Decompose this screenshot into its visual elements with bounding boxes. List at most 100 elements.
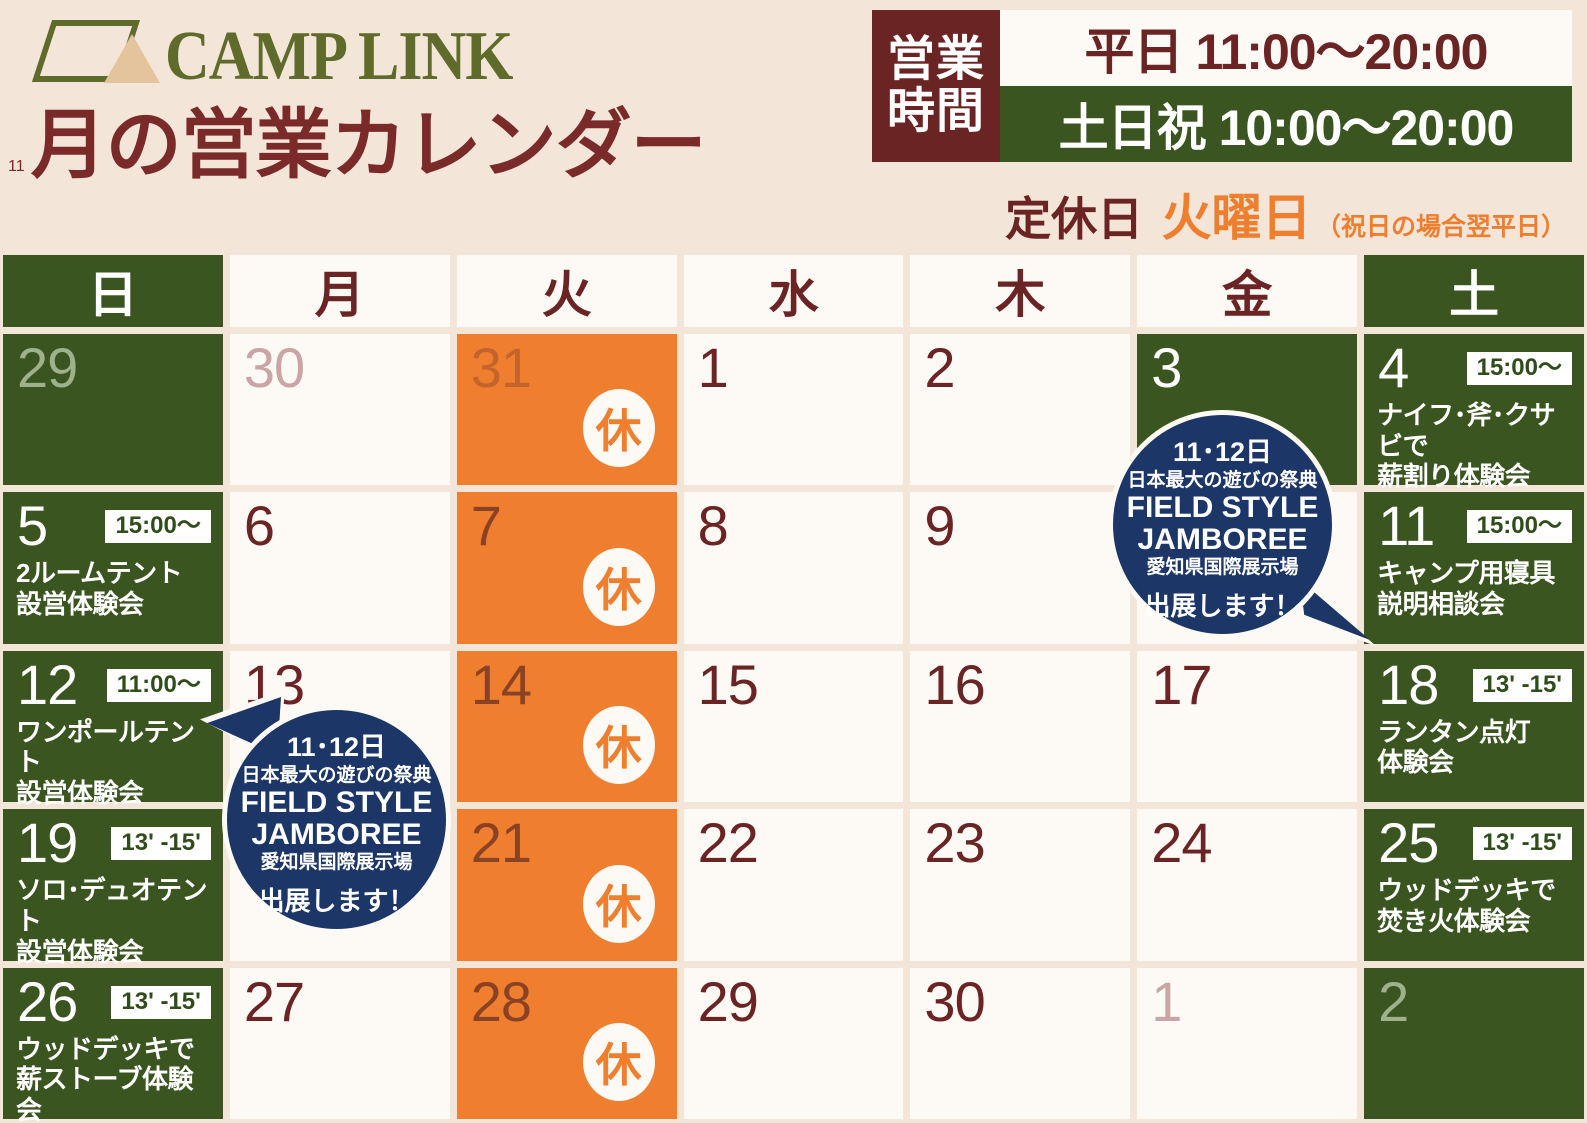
calendar-cell-9[interactable]: 9 bbox=[910, 492, 1131, 644]
event-title-line: ナイフ･斧･クサビで bbox=[1377, 400, 1556, 461]
day-number: 3 bbox=[1151, 336, 1182, 399]
dow-header-thu: 木 bbox=[910, 255, 1131, 327]
calendar-cell-14[interactable]: 14 休 bbox=[456, 650, 677, 803]
calendar-cell-15[interactable]: 15 bbox=[683, 650, 904, 803]
event-title: ワンポールテント 設営体験会 bbox=[16, 717, 217, 809]
jamboree-subtitle: 日本最大の遊びの祭典 bbox=[1127, 470, 1318, 492]
business-hours-label-line2: 時間 bbox=[886, 85, 985, 138]
event-title-line: 説明相談会 bbox=[1377, 589, 1505, 620]
page-title-month: 11 bbox=[8, 158, 25, 175]
day-number: 14 bbox=[470, 652, 532, 716]
calendar-cell-19[interactable]: 19 13' -15' ソロ･デュオテント 設営体験会 bbox=[3, 809, 223, 967]
calendar-cell-30[interactable]: 30 bbox=[229, 334, 450, 486]
day-number: 12 bbox=[17, 652, 78, 716]
regular-closing-day-row: 定休日 火曜日 （祝日の場合翌平日） bbox=[872, 178, 1572, 250]
event-title-line: 薪割り体験会 bbox=[1377, 461, 1531, 492]
calendar-grid: 日月火水木金土 29 30 31 休 1 2 3 4 15:00〜 ナイフ･斧･クサビで 薪割り体験会… bbox=[0, 255, 1587, 1123]
calendar-cell-23[interactable]: 23 bbox=[910, 809, 1131, 961]
dow-header-wed: 水 bbox=[683, 255, 904, 327]
calendar-cell-18[interactable]: 18 13' -15' ランタン点灯 体験会 bbox=[1364, 650, 1584, 803]
calendar-cell-1[interactable]: 1 bbox=[1137, 967, 1358, 1119]
jamboree-badge-1[interactable]: 11･12日 日本最大の遊びの祭典 FIELD STYLE JAMBOREE 愛… bbox=[1108, 410, 1337, 639]
dow-header-sun: 日 bbox=[3, 255, 223, 327]
event-title: ウッドデッキで 焚き火体験会 bbox=[1377, 875, 1578, 936]
calendar-cell-2[interactable]: 2 bbox=[1364, 967, 1584, 1119]
calendar-cell-12[interactable]: 12 11:00〜ワンポールテント 設営体験会 bbox=[3, 650, 223, 808]
page-header: CAMP LINK 11 月の営業カレンダー 営業 時間 平日 11:00〜20… bbox=[0, 0, 1587, 255]
calendar-cell-4[interactable]: 4 15:00〜 ナイフ･斧･クサビで 薪割り体験会 bbox=[1364, 334, 1584, 491]
day-number: 2 bbox=[1378, 969, 1409, 1033]
calendar-cell-17[interactable]: 17 bbox=[1137, 650, 1358, 803]
calendar-cell-2[interactable]: 2 bbox=[910, 334, 1131, 486]
calendar-cell-27[interactable]: 27 bbox=[229, 967, 450, 1119]
day-number: 23 bbox=[924, 811, 985, 875]
business-hours-label: 営業 時間 bbox=[872, 10, 1000, 162]
jamboree-cta: 出展します！ bbox=[258, 885, 415, 916]
event-time-badge: 11:00〜 bbox=[106, 668, 211, 702]
event-title-line: 薪ストーブ体験会 bbox=[16, 1064, 193, 1123]
day-number: 30 bbox=[243, 336, 305, 399]
day-number: 8 bbox=[697, 494, 729, 558]
event-time-badge: 13' -15' bbox=[1472, 668, 1572, 702]
event-time-badge: 15:00〜 bbox=[105, 510, 211, 544]
calendar-cell-24[interactable]: 24 bbox=[1137, 809, 1358, 961]
jamboree-date: 11･12日 bbox=[1172, 437, 1273, 468]
day-number: 29 bbox=[697, 969, 759, 1033]
calendar-cell-21[interactable]: 21 休 bbox=[456, 809, 677, 961]
day-number: 26 bbox=[17, 969, 78, 1033]
event-title: ウッドデッキで 薪ストーブ体験会 bbox=[16, 1034, 217, 1123]
event-title-line: 設営体験会 bbox=[16, 589, 144, 620]
day-number: 22 bbox=[697, 811, 759, 875]
day-number: 29 bbox=[17, 336, 78, 399]
day-number: 11 bbox=[1378, 494, 1435, 558]
day-number: 4 bbox=[1378, 336, 1409, 399]
jamboree-date: 11･12日 bbox=[286, 732, 387, 763]
day-number: 1 bbox=[697, 336, 729, 399]
closed-day-marker: 休 bbox=[582, 1022, 655, 1101]
page-title: 11 月の営業カレンダー bbox=[8, 103, 707, 188]
event-title-line: キャンプ用寝具 bbox=[1377, 558, 1555, 589]
page-title-rest: 月の営業カレンダー bbox=[30, 103, 707, 188]
day-number: 31 bbox=[470, 336, 532, 399]
business-hours-label-line1: 営業 bbox=[886, 33, 985, 87]
calendar-cell-25[interactable]: 25 13' -15' ウッドデッキで 焚き火体験会 bbox=[1364, 809, 1584, 961]
calendar-cell-28[interactable]: 28 休 bbox=[456, 967, 677, 1119]
closing-day-label: 定休日 bbox=[1005, 193, 1144, 245]
calendar-cell-8[interactable]: 8 bbox=[683, 492, 904, 644]
business-hours-values: 平日 11:00〜20:00 土日祝 10:00〜20:00 bbox=[1000, 10, 1572, 162]
calendar-cell-1[interactable]: 1 bbox=[683, 334, 904, 486]
business-hours-block: 営業 時間 平日 11:00〜20:00 土日祝 10:00〜20:00 定休日… bbox=[872, 10, 1572, 250]
event-title-line: 体験会 bbox=[1377, 747, 1454, 778]
event-title: ソロ･デュオテント 設営体験会 bbox=[16, 875, 217, 967]
calendar-cell-29[interactable]: 29 bbox=[3, 334, 223, 486]
tent-logo-icon bbox=[31, 20, 160, 83]
day-number: 19 bbox=[17, 811, 78, 875]
hours-weekend: 土日祝 10:00〜20:00 bbox=[1000, 86, 1572, 162]
event-title: キャンプ用寝具 説明相談会 bbox=[1377, 558, 1578, 619]
event-title: ナイフ･斧･クサビで 薪割り体験会 bbox=[1377, 400, 1578, 492]
calendar-cell-11[interactable]: 11 15:00〜 キャンプ用寝具 説明相談会 bbox=[1364, 492, 1584, 644]
closed-day-marker: 休 bbox=[582, 864, 655, 943]
event-title-line: ワンポールテント bbox=[16, 716, 195, 778]
calendar-cell-5[interactable]: 5 15:00〜 2ルームテント 設営体験会 bbox=[3, 492, 223, 644]
day-number: 15 bbox=[697, 652, 759, 716]
jamboree-title-line1: FIELD STYLE bbox=[1126, 491, 1319, 525]
calendar-cell-30[interactable]: 30 bbox=[910, 967, 1131, 1119]
jamboree-badge-2[interactable]: 11･12日 日本最大の遊びの祭典 FIELD STYLE JAMBOREE 愛… bbox=[222, 705, 451, 934]
jamboree-subtitle: 日本最大の遊びの祭典 bbox=[241, 765, 432, 787]
calendar-cell-31[interactable]: 31 休 bbox=[456, 334, 677, 486]
calendar-cell-16[interactable]: 16 bbox=[910, 650, 1131, 803]
dow-header-fri: 金 bbox=[1137, 255, 1358, 327]
day-number: 16 bbox=[924, 652, 985, 716]
calendar-cell-6[interactable]: 6 bbox=[229, 492, 450, 644]
event-title-line: ランタン点灯 bbox=[1377, 716, 1531, 747]
calendar-cell-29[interactable]: 29 bbox=[683, 967, 904, 1119]
closed-day-marker: 休 bbox=[582, 389, 655, 468]
hours-weekday: 平日 11:00〜20:00 bbox=[1000, 10, 1572, 86]
dow-header-sat: 土 bbox=[1364, 255, 1584, 327]
event-title: ランタン点灯 体験会 bbox=[1377, 717, 1578, 778]
event-time-badge: 13' -15' bbox=[1472, 827, 1572, 861]
calendar-cell-26[interactable]: 26 13' -15' ウッドデッキで 薪ストーブ体験会 bbox=[3, 967, 223, 1123]
calendar-cell-22[interactable]: 22 bbox=[683, 809, 904, 961]
